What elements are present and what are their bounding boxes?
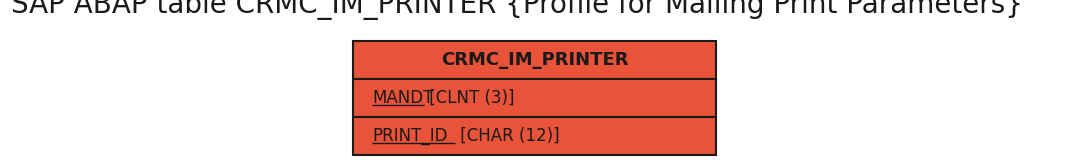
FancyBboxPatch shape (353, 79, 716, 117)
Text: [CHAR (12)]: [CHAR (12)] (454, 127, 559, 145)
Text: MANDT: MANDT (372, 89, 433, 107)
Text: [CLNT (3)]: [CLNT (3)] (423, 89, 514, 107)
Text: PRINT_ID: PRINT_ID (372, 127, 448, 145)
FancyBboxPatch shape (353, 117, 716, 155)
Text: CRMC_IM_PRINTER: CRMC_IM_PRINTER (440, 51, 629, 69)
Text: SAP ABAP table CRMC_IM_PRINTER {Profile for Mailing Print Parameters}: SAP ABAP table CRMC_IM_PRINTER {Profile … (11, 0, 1023, 20)
FancyBboxPatch shape (353, 41, 716, 79)
